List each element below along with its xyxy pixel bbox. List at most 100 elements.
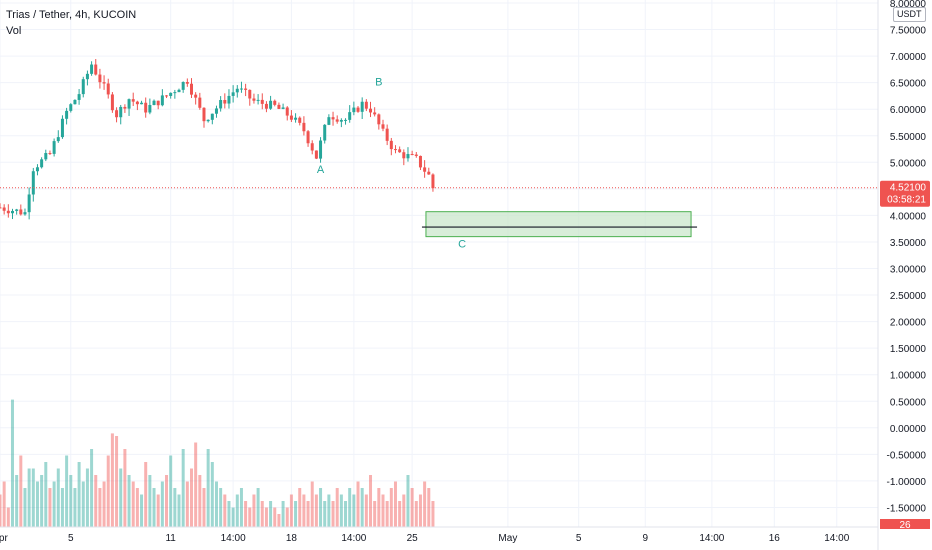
candle-body <box>277 104 281 109</box>
candle-body <box>239 88 243 90</box>
volume-bar <box>214 481 218 527</box>
volume-bar <box>381 494 385 527</box>
candle-body <box>418 155 422 168</box>
candle-body <box>423 167 427 172</box>
volume-bar <box>393 481 397 527</box>
volume-bar <box>227 501 231 527</box>
volume-bar <box>418 494 422 527</box>
volume-bar <box>239 488 243 527</box>
volume-bar <box>194 442 198 527</box>
time-tick-label: 25 <box>407 533 419 544</box>
price-tick-label: 0.00000 <box>890 424 927 435</box>
volume-bar <box>31 468 35 527</box>
candle-body <box>260 99 264 104</box>
volume-bar <box>256 488 260 527</box>
volume-bar <box>406 475 410 527</box>
volume-bar <box>231 507 235 527</box>
candle-body <box>119 106 123 118</box>
symbol-title[interactable]: Trias / Tether, 4h, KUCOIN <box>6 9 137 21</box>
candle-body <box>152 100 156 106</box>
candle-body <box>27 194 31 213</box>
chart-grid <box>0 0 878 527</box>
candle-body <box>269 100 273 109</box>
volume-bar <box>244 501 248 527</box>
volume-bar <box>389 488 393 527</box>
volume-bar <box>260 501 264 527</box>
volume-label[interactable]: Vol <box>6 25 22 37</box>
candle-body <box>6 210 10 214</box>
candle-body <box>48 153 52 155</box>
candle-body <box>385 128 389 141</box>
price-tick-label: 5.00000 <box>890 158 927 169</box>
volume-bar <box>144 462 148 527</box>
volume-bar <box>373 501 377 527</box>
price-tick-label: 2.50000 <box>890 291 927 302</box>
volume-bar <box>110 433 114 527</box>
candle-body <box>344 119 348 121</box>
candle-body <box>69 104 73 111</box>
candle-body <box>302 122 306 132</box>
time-tick-label: Apr <box>0 533 8 544</box>
candle-body <box>106 83 110 95</box>
candle-body <box>165 95 169 97</box>
volume-bar <box>206 449 210 527</box>
volume-bar <box>423 481 427 527</box>
volume-bar <box>198 475 202 527</box>
candle-body <box>206 119 210 122</box>
volume-bar <box>85 468 89 527</box>
candle-body <box>2 207 6 211</box>
time-tick-label: 11 <box>165 533 176 544</box>
wave-label-b[interactable]: B <box>375 76 382 88</box>
volume-bars <box>0 399 435 527</box>
price-tick-label: 6.50000 <box>890 79 927 90</box>
wave-label-a[interactable]: A <box>317 164 325 176</box>
volume-bar <box>410 488 414 527</box>
volume-bar <box>427 488 431 527</box>
candle-body <box>73 99 77 105</box>
volume-badge-bg <box>880 519 930 529</box>
time-tick-label: 5 <box>576 533 582 544</box>
volume-bar <box>219 488 223 527</box>
drawing-overlays[interactable]: A B C <box>0 76 878 250</box>
volume-bar <box>10 399 14 527</box>
candle-body <box>52 141 56 154</box>
candle-body <box>281 107 285 109</box>
candle-body <box>398 149 402 153</box>
volume-bar <box>81 481 85 527</box>
volume-bar <box>264 507 268 527</box>
volume-bar <box>69 475 73 527</box>
volume-bar <box>385 501 389 527</box>
time-tick-label: 14:00 <box>699 533 724 544</box>
target-zone-box[interactable] <box>425 211 692 238</box>
volume-bar <box>102 481 106 527</box>
volume-bar <box>27 468 31 527</box>
candle-body <box>189 83 193 95</box>
volume-bar <box>344 501 348 527</box>
volume-bar <box>94 475 98 527</box>
price-tick-label: 7.00000 <box>890 52 927 63</box>
time-tick-label: May <box>498 533 517 544</box>
candle-body <box>285 107 289 116</box>
candle-body <box>144 102 148 113</box>
candle-body <box>310 143 314 151</box>
volume-bar <box>331 501 335 527</box>
volume-bar <box>160 481 164 527</box>
volume-bar <box>115 436 119 527</box>
candle-body <box>339 119 343 122</box>
candle-body <box>289 115 293 120</box>
time-axis[interactable]: Apr 5 11 14:00 18 14:00 25 May 5 9 14:00 16 14:00 <box>0 533 850 544</box>
currency-badge[interactable]: USDT <box>893 7 926 22</box>
wave-label-c[interactable]: C <box>458 238 466 250</box>
candle-body <box>210 113 214 120</box>
candle-body <box>94 64 98 75</box>
candle-body <box>35 167 39 172</box>
volume-bar <box>327 494 331 527</box>
volume-bar <box>131 481 135 527</box>
candle-body <box>377 114 381 125</box>
volume-bar <box>152 488 156 527</box>
time-tick-label: 16 <box>769 533 781 544</box>
time-tick-label: 5 <box>68 533 74 544</box>
volume-bar <box>15 475 19 527</box>
